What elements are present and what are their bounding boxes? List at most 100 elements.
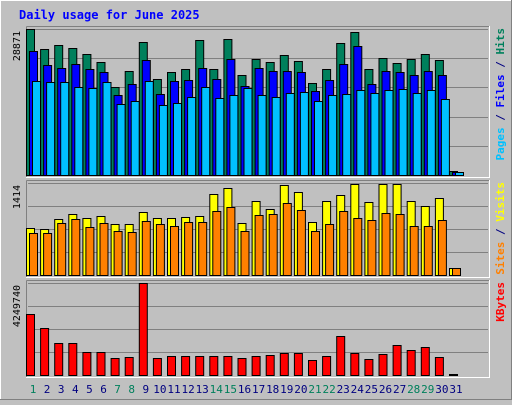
bar-sites-day-12: [184, 222, 194, 276]
bar-kbytes-day-14: [209, 356, 219, 376]
bar-pages-day-16: [243, 88, 253, 176]
bar-kbytes-day-27: [392, 345, 402, 376]
bar-kbytes-day-10: [152, 358, 162, 376]
bar-pages-day-18: [271, 97, 281, 176]
x-tick-label: 25: [365, 383, 378, 396]
bar-sites-day-31: [452, 268, 461, 276]
bar-pages-day-5: [88, 88, 98, 176]
panel-middle: 1414 Sites / Visits: [12, 180, 507, 278]
bar-kbytes-day-30: [434, 357, 444, 376]
bar-pages-day-13: [201, 87, 211, 176]
bar-sites-day-28: [409, 226, 419, 276]
bar-sites-day-14: [212, 211, 222, 276]
x-tick-label: 22: [322, 383, 335, 396]
bar-kbytes-day-4: [68, 343, 78, 376]
legend-part: /: [494, 222, 507, 242]
bar-pages-day-20: [299, 92, 309, 176]
bar-sites-day-26: [381, 213, 391, 276]
legend-part: Visits: [494, 182, 507, 222]
series-legend-label: Pages / Files / Hits: [494, 28, 507, 161]
bar-kbytes-day-15: [223, 356, 233, 376]
bar-kbytes-day-3: [54, 343, 64, 376]
axis-max-label: 4249740: [12, 285, 23, 327]
bar-sites-day-17: [254, 215, 264, 276]
x-tick-label: 12: [181, 383, 194, 396]
bar-sites-day-2: [43, 233, 53, 276]
bar-sites-day-6: [99, 223, 109, 276]
x-tick-label: 19: [280, 383, 293, 396]
bar-kbytes-day-22: [322, 356, 332, 376]
x-tick-label: 29: [421, 383, 434, 396]
x-tick-label: 7: [114, 383, 121, 396]
bar-kbytes-day-28: [406, 350, 416, 376]
bar-kbytes-day-11: [167, 356, 176, 376]
bar-sites-day-7: [113, 231, 123, 276]
bar-pages-day-25: [370, 93, 380, 176]
bar-pages-day-11: [173, 103, 182, 176]
bar-pages-day-4: [74, 87, 84, 176]
bar-pages-day-30: [440, 99, 450, 176]
x-tick-label: 9: [142, 383, 149, 396]
bar-kbytes-day-12: [181, 356, 191, 376]
x-tick-label: 14: [210, 383, 224, 396]
bar-pages-day-23: [342, 94, 352, 176]
bar-sites-day-23: [339, 211, 349, 276]
x-tick-label: 6: [100, 383, 107, 396]
x-tick-label: 13: [196, 383, 209, 396]
bar-pages-day-3: [60, 82, 70, 176]
x-tick-label: 27: [393, 383, 406, 396]
legend-part: KBytes: [494, 282, 507, 322]
bar-sites-day-13: [198, 222, 208, 276]
bar-sites-day-21: [311, 231, 320, 276]
bar-pages-day-15: [229, 95, 239, 176]
bar-pages-day-21: [314, 101, 323, 176]
x-tick-label: 10: [153, 383, 166, 396]
x-tick-label: 1: [30, 383, 37, 396]
bar-sites-day-30: [437, 220, 447, 276]
x-tick-label: 5: [86, 383, 93, 396]
bar-kbytes-day-21: [308, 360, 317, 376]
bar-pages-day-31: [455, 172, 464, 176]
bar-pages-day-8: [130, 101, 140, 176]
bar-pages-day-2: [46, 82, 56, 176]
bar-pages-day-29: [426, 90, 436, 176]
bar-sites-day-1: [29, 233, 38, 276]
bar-kbytes-day-1: [26, 314, 35, 376]
bar-sites-day-4: [71, 219, 81, 276]
legend-part: Sites: [494, 242, 507, 275]
bar-pages-day-19: [285, 93, 295, 176]
x-tick-label: 15: [224, 383, 237, 396]
bar-kbytes-day-31: [449, 374, 458, 376]
bar-pages-day-27: [398, 89, 408, 176]
bar-sites-day-15: [226, 207, 236, 276]
axis-max-label: 28871: [12, 31, 23, 61]
panel-top: 28871 Pages / Files / Hits: [12, 26, 507, 178]
bar-sites-day-27: [395, 214, 405, 276]
x-tick-label: 2: [44, 383, 51, 396]
axis-max-label: 1414: [12, 185, 23, 209]
bar-sites-day-10: [155, 224, 165, 276]
bar-kbytes-day-8: [124, 357, 134, 376]
x-tick-label: 28: [407, 383, 420, 396]
legend-part: /: [494, 108, 507, 128]
x-tick-label: 30: [435, 383, 448, 396]
legend-part: /: [494, 55, 507, 75]
bar-sites-day-25: [367, 220, 377, 276]
x-tick-label: 21: [308, 383, 321, 396]
bar-sites-day-9: [141, 221, 151, 276]
bar-sites-day-5: [85, 227, 95, 276]
bar-pages-day-26: [384, 90, 394, 176]
bar-kbytes-day-26: [378, 354, 388, 376]
legend-part: Files: [494, 74, 507, 107]
series-legend-label: Sites / Visits: [494, 182, 507, 275]
bar-pages-day-28: [412, 93, 422, 176]
bar-kbytes-day-24: [350, 353, 360, 376]
bar-pages-day-10: [158, 105, 168, 176]
bar-kbytes-day-13: [195, 356, 205, 376]
bar-kbytes-day-6: [96, 352, 106, 376]
x-tick-label: 16: [238, 383, 251, 396]
bar-sites-day-8: [127, 232, 137, 276]
bar-kbytes-day-17: [251, 356, 261, 376]
bar-sites-day-11: [170, 226, 179, 276]
